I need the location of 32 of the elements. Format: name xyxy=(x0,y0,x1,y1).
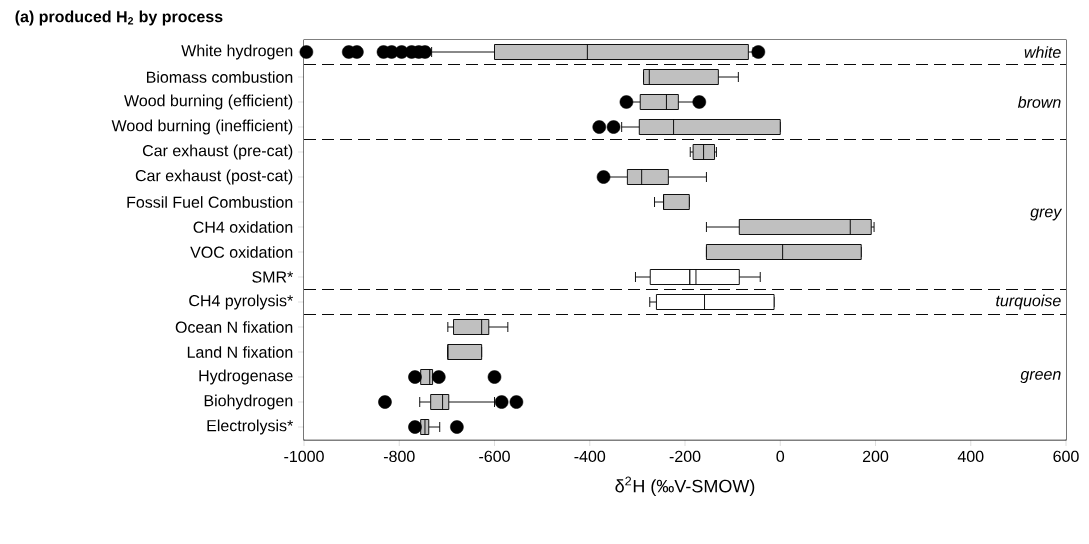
y-tick-label: Car exhaust (pre-cat) xyxy=(142,144,293,160)
x-tick-label: 0 xyxy=(776,450,785,463)
y-tick-label: CH4 oxidation xyxy=(193,221,293,233)
x-tick-label: 600 xyxy=(1053,450,1079,463)
x-tick-label: -1000 xyxy=(284,450,324,463)
y-tick-label: Biohydrogen xyxy=(204,394,293,410)
x-tick-label: 200 xyxy=(862,450,889,463)
band-label: turquoise xyxy=(996,294,1061,310)
y-tick-label: Fossil Fuel Combustion xyxy=(127,196,293,208)
y-tick-label: Wood burning (inefficient) xyxy=(111,119,293,135)
x-axis-title: δ$^{2}$H (‰V-SMOW) xyxy=(615,476,755,497)
text: (a) produced H$_{2}$ by process xyxy=(15,10,223,26)
y-tick-label: SMR* xyxy=(252,271,294,283)
band-label: white xyxy=(1024,46,1061,58)
y-tick-label: Ocean N fixation xyxy=(175,321,293,333)
y-tick-label: VOC oxidation xyxy=(190,246,293,258)
y-tick-label: Biomass combustion xyxy=(146,71,293,83)
band-label: grey xyxy=(1030,208,1063,221)
y-tick-label: Car exhaust (post-cat) xyxy=(135,169,293,185)
y-tick-label: Wood burning (efficient) xyxy=(124,94,293,110)
x-tick-label: -400 xyxy=(574,450,606,463)
y-tick-label: Hydrogenase xyxy=(199,369,293,385)
x-tick-label: 400 xyxy=(957,450,984,463)
band-label: green xyxy=(1020,371,1061,383)
x-tick-label: -200 xyxy=(669,450,701,463)
y-tick-label: Land N fixation xyxy=(187,346,293,358)
y-tick-label: CH4 pyrolysis* xyxy=(189,294,294,310)
y-tick-label: White hydrogen xyxy=(181,44,293,60)
y-tick-label: Electrolysis* xyxy=(207,419,294,435)
band-label: brown xyxy=(1017,96,1061,108)
x-tick-label: -600 xyxy=(479,450,510,463)
x-tick-label: -800 xyxy=(383,450,415,463)
